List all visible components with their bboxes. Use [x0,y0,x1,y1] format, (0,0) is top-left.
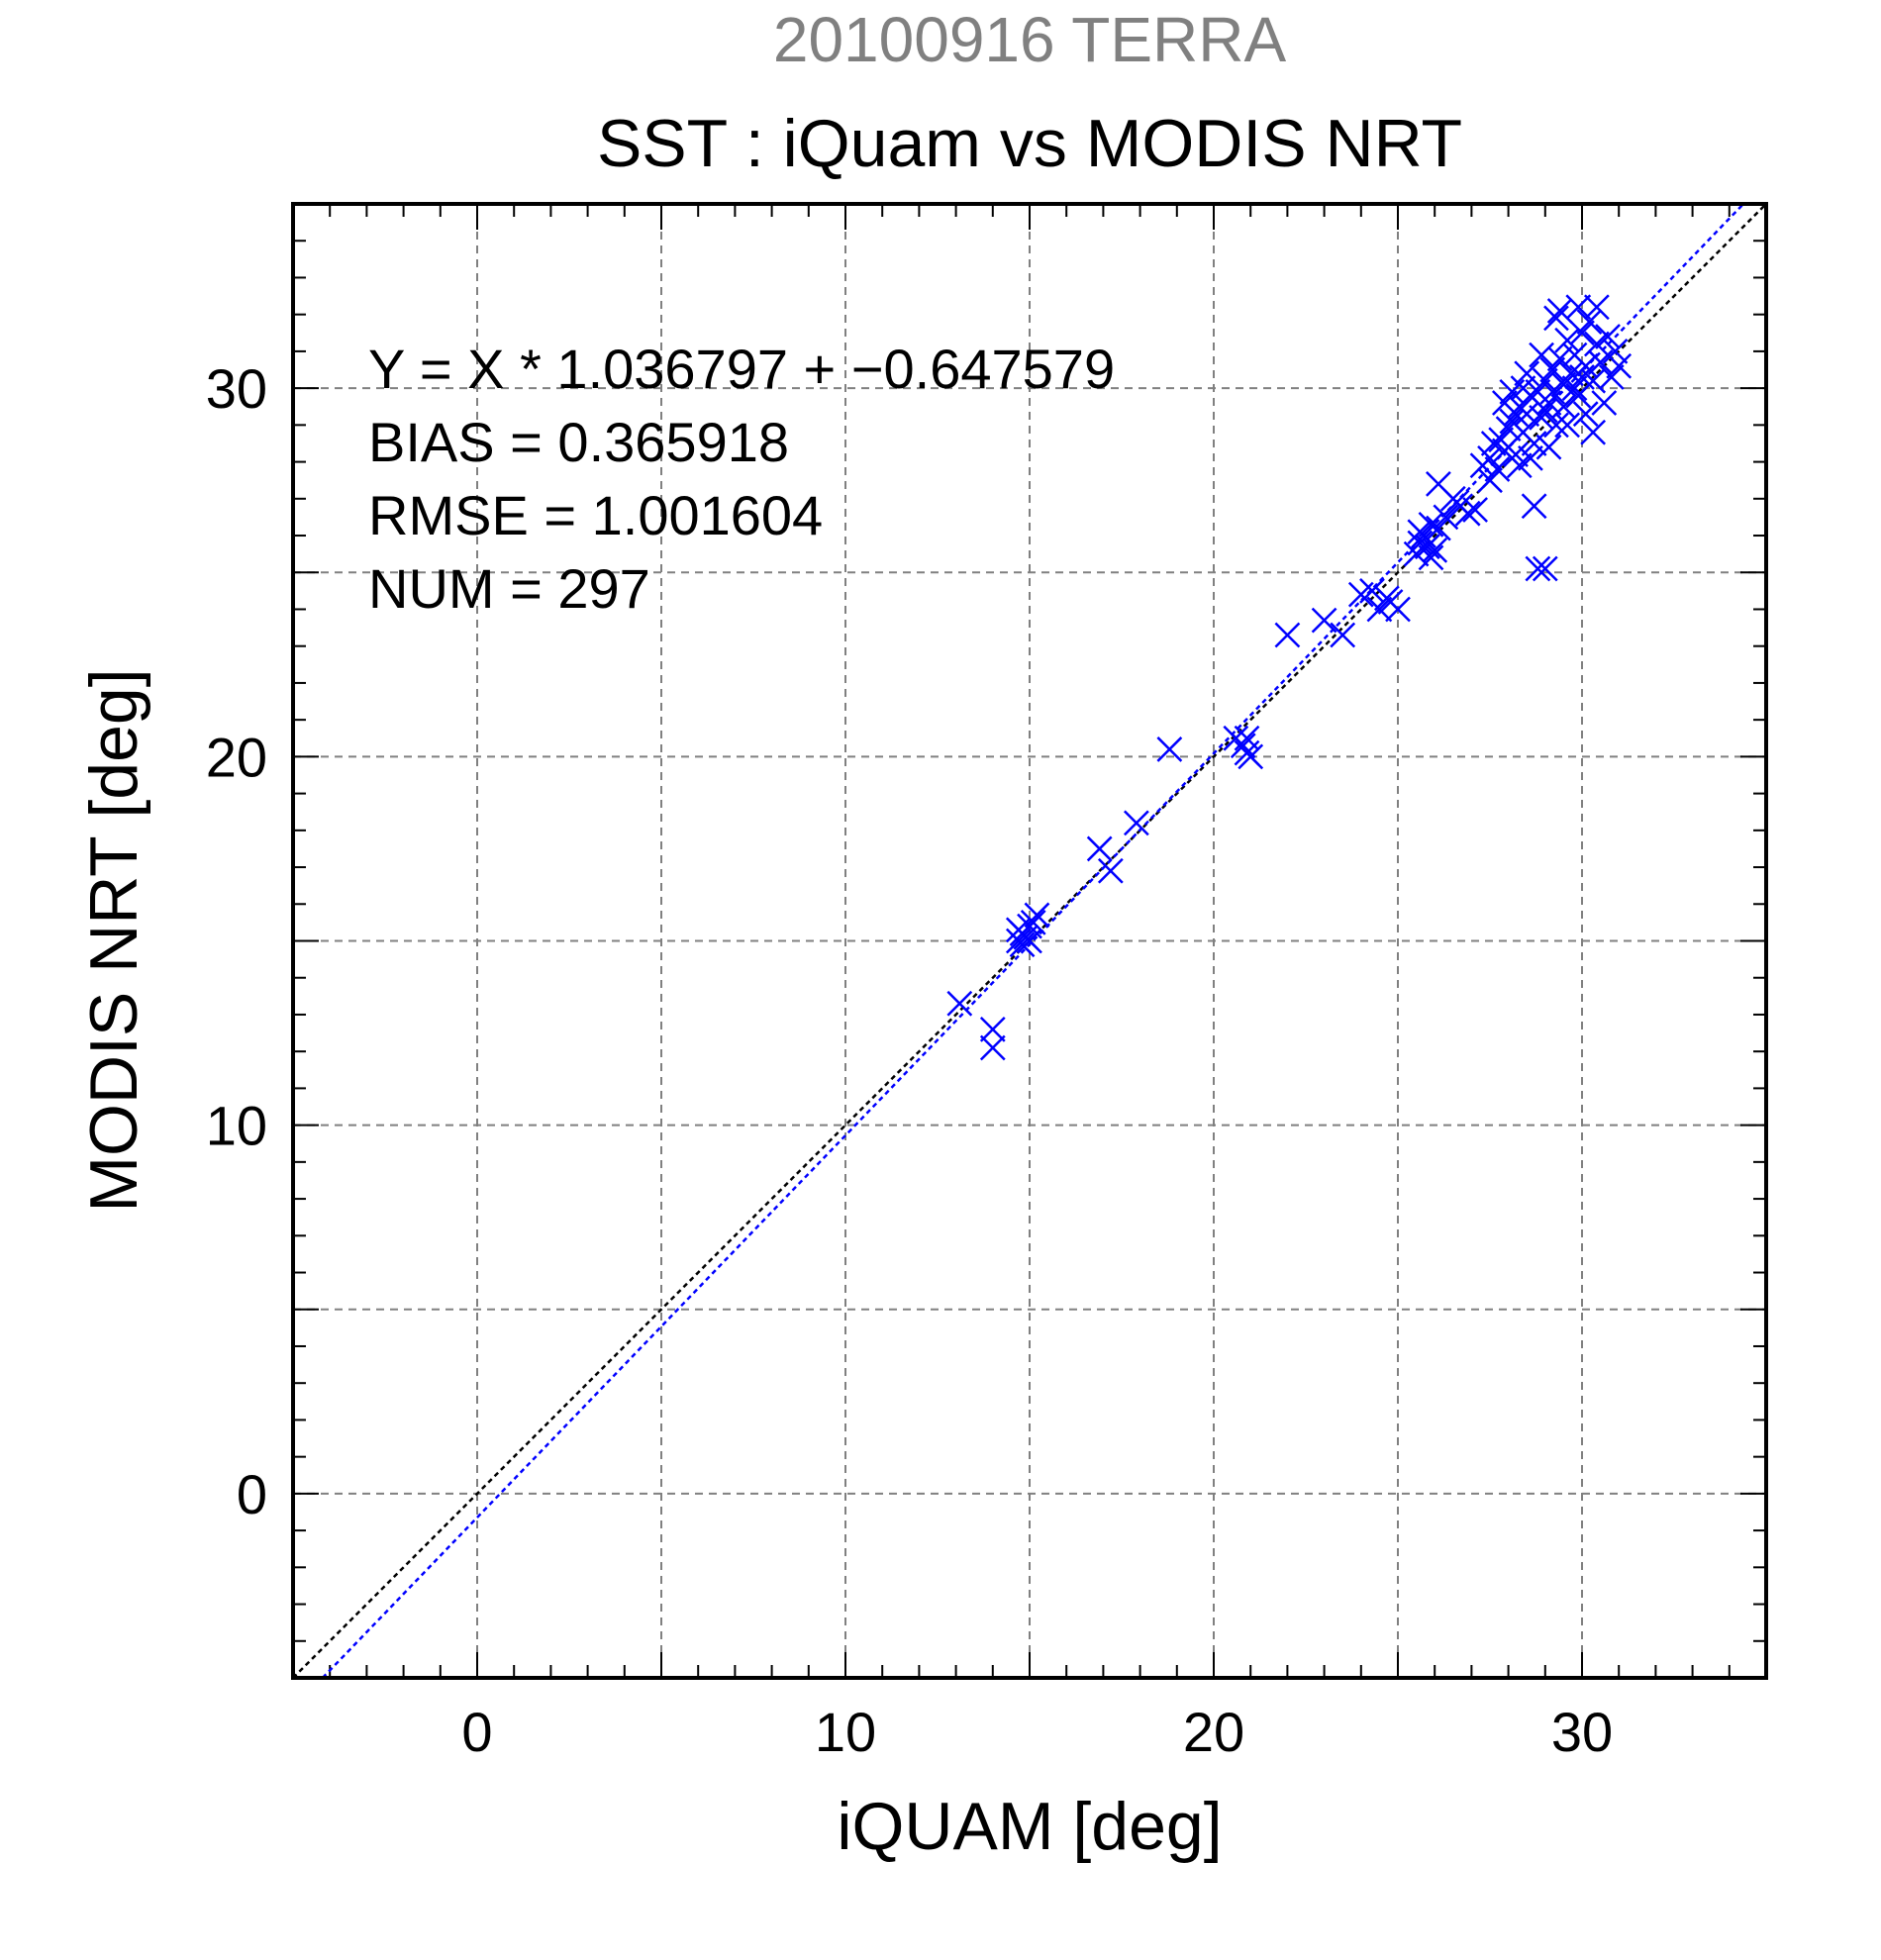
bias-stat: BIAS = 0.365918 [368,411,789,473]
data-point-marker [1366,596,1393,623]
y-tick-label: 10 [206,1095,267,1157]
data-point-marker [1373,585,1400,612]
data-point-marker [1514,360,1540,387]
x-tick-label: 30 [1551,1701,1613,1763]
data-point-marker [1554,327,1581,353]
data-point-marker [946,990,973,1017]
x-axis-label: iQUAM [deg] [837,1789,1222,1864]
data-point-marker [1086,835,1113,862]
data-point-marker [1583,331,1610,357]
fit-equation: Y = X * 1.036797 + −0.647579 [368,338,1115,400]
data-point-marker [1024,902,1050,929]
data-point-marker [1535,434,1562,460]
data-point-marker [1529,405,1554,431]
data-point-marker [1521,493,1547,520]
data-point-marker [1529,342,1554,368]
data-point-marker [1426,471,1451,497]
data-point-marker [1521,431,1547,456]
data-point-marker [1097,857,1124,884]
data-point-marker [1234,725,1260,751]
data-points [946,294,1633,1061]
data-point-marker [1580,419,1607,445]
data-point-marker [1539,356,1566,383]
data-point-marker [979,1034,1006,1061]
data-point-marker [1330,622,1356,648]
data-point-marker [1602,339,1629,364]
data-point-marker [1543,412,1569,439]
data-point-marker [1546,345,1573,372]
data-point-marker [1595,324,1621,349]
num-stat: NUM = 297 [368,557,650,620]
chart-title: SST : iQuam vs MODIS NRT [597,106,1462,181]
data-point-marker [1407,519,1434,545]
data-point-marker [1230,733,1256,759]
data-point-marker [1591,390,1618,416]
data-point-marker [1005,928,1032,954]
data-point-marker [1543,305,1569,332]
data-point-marker [1539,378,1566,405]
data-point-marker [1477,467,1503,494]
data-point-marker [1546,298,1573,324]
data-point-marker [1503,401,1529,428]
data-point-marker [1572,401,1599,428]
y-tick-label: 20 [206,726,267,788]
plot-frame [291,202,1768,1680]
data-point-marker [1123,810,1149,836]
data-point-marker [1274,622,1301,648]
data-point-marker [1156,736,1183,762]
data-point-marker [1506,452,1533,479]
data-point-marker [1418,511,1444,538]
axis-ticks [293,204,1766,1678]
data-point-marker [1407,530,1434,556]
data-point-marker [1234,739,1260,766]
data-point-marker [1495,416,1522,441]
data-point-marker [1565,294,1592,321]
data-point-marker [1462,497,1489,523]
data-point-marker [1422,538,1448,563]
data-point-marker [1518,444,1543,471]
y-tick-label: 30 [206,357,267,420]
data-point-marker [1532,397,1558,424]
data-point-marker [1606,352,1633,379]
data-point-marker [1433,504,1459,531]
data-point-marker [1576,309,1603,336]
data-point-marker [979,1016,1006,1042]
data-point-marker [1525,555,1551,582]
data-point-marker [1359,577,1385,604]
data-point-marker [1311,607,1337,634]
data-point-marker [1532,555,1558,582]
data-point-marker [1017,928,1042,954]
tick-labels: 0 10 20 30 0 10 20 30 [206,357,1613,1763]
data-point-marker [1569,320,1595,346]
data-point-marker [1418,544,1444,571]
rmse-stat: RMSE = 1.001604 [368,484,823,546]
x-tick-label: 0 [461,1701,492,1763]
chart-subtitle: 20100916 TERRA [773,4,1287,75]
data-point-marker [1484,456,1511,482]
x-tick-label: 10 [815,1701,876,1763]
y-axis-label: MODIS NRT [deg] [76,668,151,1212]
data-point-marker [1477,444,1503,471]
data-point-marker [1583,294,1610,321]
data-point-marker [1598,364,1625,390]
data-point-marker [1510,375,1536,402]
data-point-marker [1569,364,1595,390]
data-point-marker [1561,375,1588,402]
x-tick-label: 20 [1183,1701,1244,1763]
y-tick-label: 0 [237,1463,267,1525]
data-point-marker [1550,393,1577,420]
